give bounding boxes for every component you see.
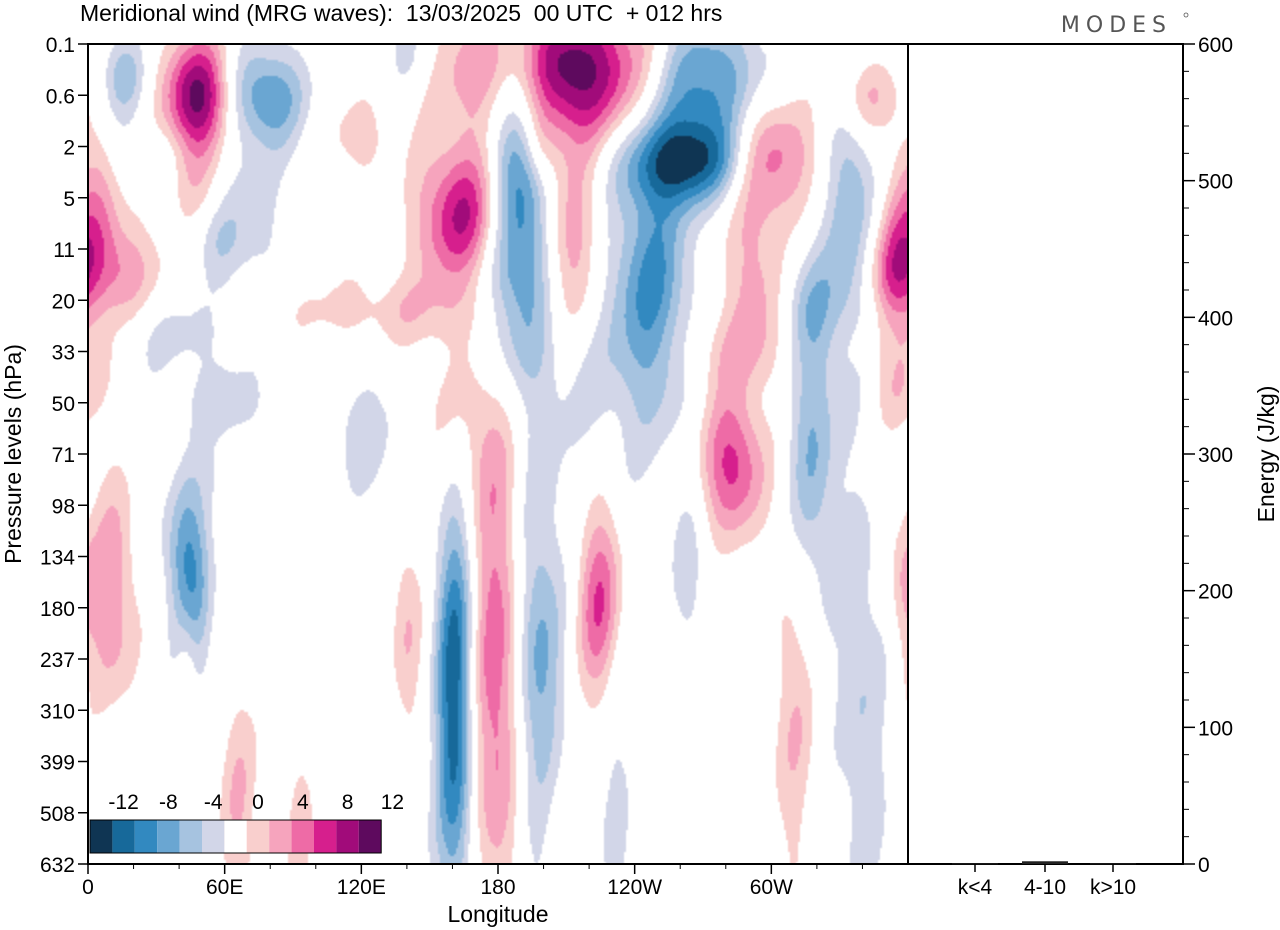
y-tick-label: 33 (52, 342, 75, 365)
x-tick-label: 0 (82, 876, 94, 899)
colorbar-swatch (358, 820, 382, 853)
y-tick-label: 237 (40, 649, 75, 672)
energy-category-label: 4-10 (1024, 876, 1066, 899)
y-tick-label: 508 (40, 803, 75, 826)
y-axis-label: Pressure levels (hPa) (0, 344, 26, 564)
colorbar-label: -8 (159, 791, 178, 814)
heatmap-panel: -12 -8 -4 0 4 8 12 0.1 0.6 2 5 11 20 33 50 71 98 134 180 2… (0, 34, 909, 927)
y-tick-label: 2 (63, 137, 75, 160)
colorbar-swatch (134, 820, 158, 853)
energy-bar (1090, 863, 1136, 865)
pressure-axis: 0.1 0.6 2 5 11 20 33 50 71 98 134 180 237 310 399 508 63… (40, 34, 88, 877)
energy-frame (907, 43, 1184, 865)
colorbar-swatch (90, 820, 113, 853)
colorbar-swatch (291, 820, 314, 853)
colorbar-label: 4 (297, 791, 309, 814)
energy-panel: 0 100 200 300 400 500 600 k<4 4-10 k>10 Energy (… (907, 34, 1279, 899)
y-tick-label: 0.6 (46, 85, 75, 108)
y-tick-label: 71 (52, 444, 75, 467)
colorbar-swatch (246, 820, 270, 853)
energy-tick-label: 500 (1198, 171, 1233, 194)
colorbar-swatch (314, 820, 337, 853)
energy-tick-label: 400 (1198, 307, 1233, 330)
energy-tick-label: 200 (1198, 581, 1233, 604)
y-tick-label: 98 (52, 495, 75, 518)
y-tick-label: 399 (40, 752, 75, 775)
chart-title: Meridional wind (MRG waves): 13/03/2025 … (80, 0, 722, 26)
brand-mark (1183, 12, 1189, 18)
colorbar-label: -4 (204, 791, 223, 814)
x-tick-label: 120E (337, 876, 386, 899)
x-tick-label: 60E (206, 876, 243, 899)
y-tick-label: 0.1 (46, 34, 75, 57)
y-tick-label: 134 (40, 547, 75, 570)
y-tick-label: 310 (40, 700, 75, 723)
y-tick-label: 11 (53, 239, 75, 262)
colorbar-label: 8 (342, 791, 354, 814)
energy-tick-label: 0 (1198, 854, 1210, 877)
y-tick-label: 50 (52, 393, 75, 416)
energy-category-label: k>10 (1090, 876, 1136, 899)
energy-axis-label: Energy (J/kg) (1253, 386, 1279, 523)
longitude-axis: 0 60E 120E 180 120W 60W (82, 864, 863, 899)
colorbar-label: 12 (381, 791, 404, 814)
colorbar-swatch (179, 820, 202, 853)
y-tick-label: 20 (52, 290, 75, 313)
energy-tick-label: 300 (1198, 444, 1233, 467)
colorbar-swatch (202, 820, 225, 853)
energy-axis: 0 100 200 300 400 500 600 (1183, 34, 1233, 877)
colorbar-swatch (336, 820, 359, 853)
colorbar-swatch (269, 820, 292, 853)
energy-category-label: k<4 (958, 876, 993, 899)
energy-categories: k<4 4-10 k>10 (958, 864, 1136, 899)
x-tick-label: 180 (480, 876, 515, 899)
energy-bars (952, 861, 1136, 865)
colorbar-swatch (224, 820, 247, 853)
colorbar-label: -12 (108, 791, 138, 814)
energy-bar (1022, 861, 1068, 864)
colorbar-swatch (157, 820, 180, 853)
y-tick-label: 632 (40, 854, 75, 877)
brand-logo: MODES (1061, 13, 1172, 38)
wind-contour-field (88, 44, 908, 864)
x-axis-label: Longitude (447, 901, 548, 927)
colorbar: -12 -8 -4 0 4 8 12 (89, 791, 404, 854)
x-tick-label: 60W (750, 876, 793, 899)
colorbar-label: 0 (252, 791, 264, 814)
energy-bar (952, 863, 998, 865)
energy-tick-label: 100 (1198, 717, 1233, 740)
energy-tick-label: 600 (1198, 34, 1233, 57)
colorbar-swatch (112, 820, 135, 853)
y-tick-label: 180 (40, 598, 75, 621)
x-tick-label: 120W (607, 876, 662, 899)
colorbar-border (89, 819, 382, 854)
y-tick-label: 5 (63, 188, 75, 211)
